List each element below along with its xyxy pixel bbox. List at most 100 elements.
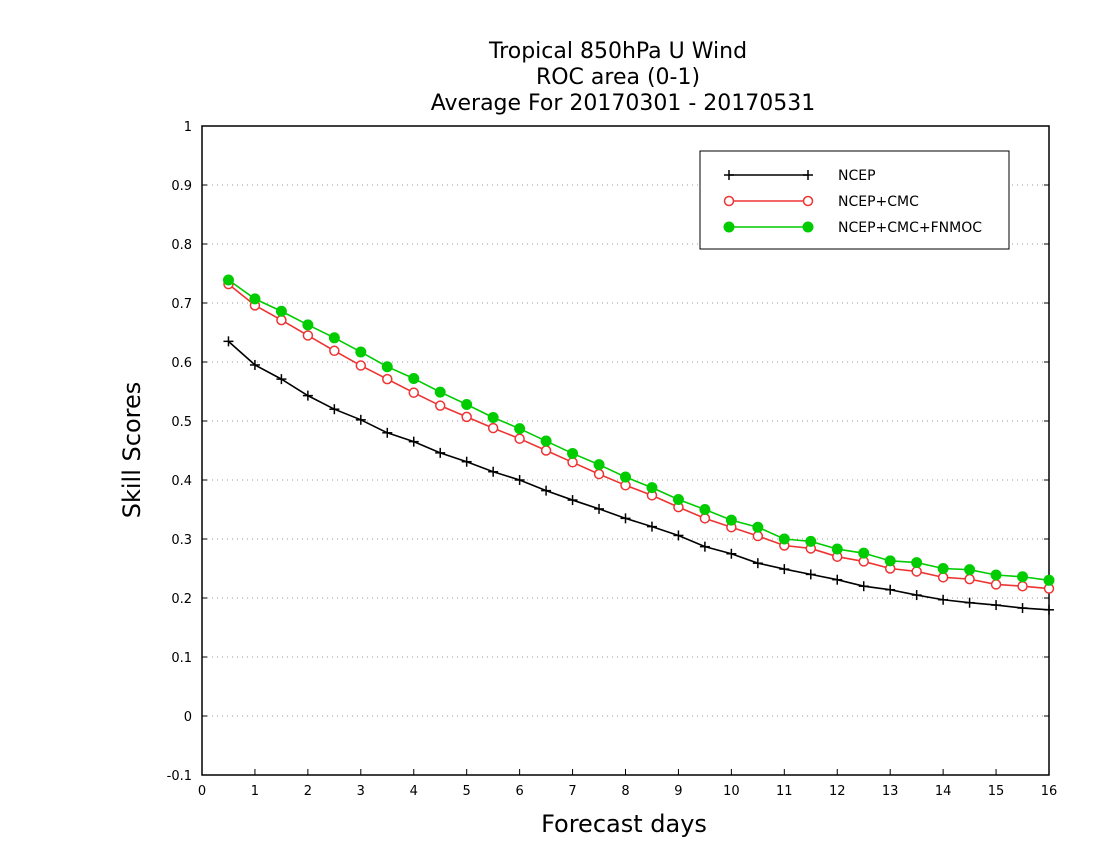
- x-tick-label: 14: [935, 784, 952, 799]
- data-point: [937, 572, 949, 583]
- legend-label: NCEP: [838, 168, 876, 184]
- data-point: [752, 558, 763, 569]
- chart-title-line-2: ROC area (0-1): [536, 65, 700, 90]
- y-tick-label: 0.9: [171, 179, 192, 194]
- series-1: [223, 278, 1055, 594]
- y-tick-label: 0.6: [171, 356, 192, 371]
- data-point: [355, 346, 367, 358]
- data-point: [832, 574, 843, 585]
- data-point: [990, 569, 1002, 581]
- data-point: [752, 530, 764, 542]
- data-point: [487, 411, 499, 423]
- data-point: [964, 597, 975, 608]
- legend-marker: [723, 195, 735, 207]
- data-point: [672, 493, 684, 505]
- chart-title-line-3: Average For 20170301 - 20170531: [431, 91, 816, 116]
- x-axis-ticks: 0 1 2 3 4 5 6 7 8 9 10 11 12 13 14 15 16: [198, 769, 1057, 799]
- data-point: [276, 374, 287, 385]
- data-series: [222, 274, 1055, 615]
- legend: NCEP NCEP+CMC NCEP+CMC+FNMOC: [699, 150, 1010, 250]
- data-point: [487, 422, 499, 434]
- data-point: [911, 557, 923, 569]
- legend-marker: [723, 221, 735, 233]
- data-point: [805, 569, 816, 580]
- data-point: [355, 414, 366, 425]
- data-point: [540, 435, 552, 447]
- data-point: [222, 274, 234, 286]
- legend-marker: [724, 170, 734, 180]
- data-point: [885, 584, 896, 595]
- data-point: [275, 305, 287, 317]
- data-point: [964, 564, 976, 576]
- x-tick-label: 15: [988, 784, 1005, 799]
- data-point: [302, 390, 313, 401]
- data-point: [646, 482, 658, 494]
- data-point: [911, 590, 922, 601]
- data-point: [328, 332, 340, 344]
- y-tick-label: 0.4: [171, 474, 192, 489]
- data-point: [778, 533, 790, 545]
- data-point: [329, 345, 340, 357]
- data-point: [831, 543, 843, 555]
- data-point: [911, 566, 922, 577]
- data-point: [991, 600, 1002, 611]
- y-tick-label: 0.8: [171, 238, 192, 253]
- data-point: [937, 563, 949, 574]
- data-point: [858, 547, 870, 559]
- series-2: [222, 274, 1055, 586]
- y-tick-label: 0.3: [171, 533, 192, 548]
- x-tick-label: 2: [304, 784, 312, 799]
- data-point: [646, 521, 657, 532]
- gridlines: [202, 184, 1049, 717]
- x-tick-label: 13: [882, 784, 899, 799]
- data-point: [1017, 571, 1029, 583]
- x-tick-label: 1: [251, 784, 259, 799]
- data-point: [1044, 604, 1054, 615]
- data-point: [779, 564, 790, 575]
- y-tick-label: 0: [184, 710, 192, 725]
- data-point: [594, 503, 605, 514]
- data-point: [1043, 574, 1055, 586]
- data-point: [434, 400, 446, 411]
- data-point: [567, 457, 578, 468]
- data-point: [1017, 603, 1028, 614]
- x-tick-label: 0: [198, 784, 206, 799]
- legend-entry: NCEP+CMC: [723, 194, 919, 210]
- data-point: [514, 475, 525, 485]
- x-axis-label: Forecast days: [541, 810, 707, 838]
- data-point: [302, 330, 314, 341]
- data-point: [382, 373, 393, 385]
- y-tick-label: 0.1: [171, 651, 192, 666]
- data-point: [620, 513, 631, 524]
- x-tick-label: 16: [1041, 784, 1058, 799]
- data-point: [329, 404, 340, 415]
- y-tick-label: 0.5: [171, 415, 192, 430]
- data-point: [990, 579, 1002, 590]
- y-axis-ticks: -0.1 0 0.1 0.2 0.3 0.4 0.5 0.6 0.7 0.8 0.9 1: [167, 120, 1049, 784]
- legend-box: [699, 150, 1010, 250]
- data-point: [699, 513, 711, 524]
- x-tick-label: 11: [776, 784, 793, 799]
- x-tick-label: 6: [515, 784, 523, 799]
- data-point: [488, 466, 499, 477]
- x-tick-label: 7: [568, 784, 576, 799]
- x-tick-label: 12: [829, 784, 846, 799]
- y-tick-label: 0.7: [171, 297, 192, 312]
- y-tick-label: 1: [184, 120, 192, 135]
- data-point: [858, 581, 869, 592]
- data-point: [355, 360, 367, 371]
- data-point: [408, 387, 419, 398]
- legend-marker: [802, 195, 814, 207]
- y-tick-label: 0.2: [171, 592, 192, 607]
- data-point: [725, 514, 737, 526]
- data-point: [726, 548, 737, 559]
- data-point: [752, 521, 764, 533]
- data-point: [620, 471, 631, 483]
- data-point: [461, 398, 473, 410]
- data-point: [884, 555, 896, 567]
- data-point: [223, 336, 234, 347]
- data-point: [461, 456, 472, 467]
- legend-label: NCEP+CMC+FNMOC: [838, 220, 982, 236]
- legend-marker: [803, 170, 813, 180]
